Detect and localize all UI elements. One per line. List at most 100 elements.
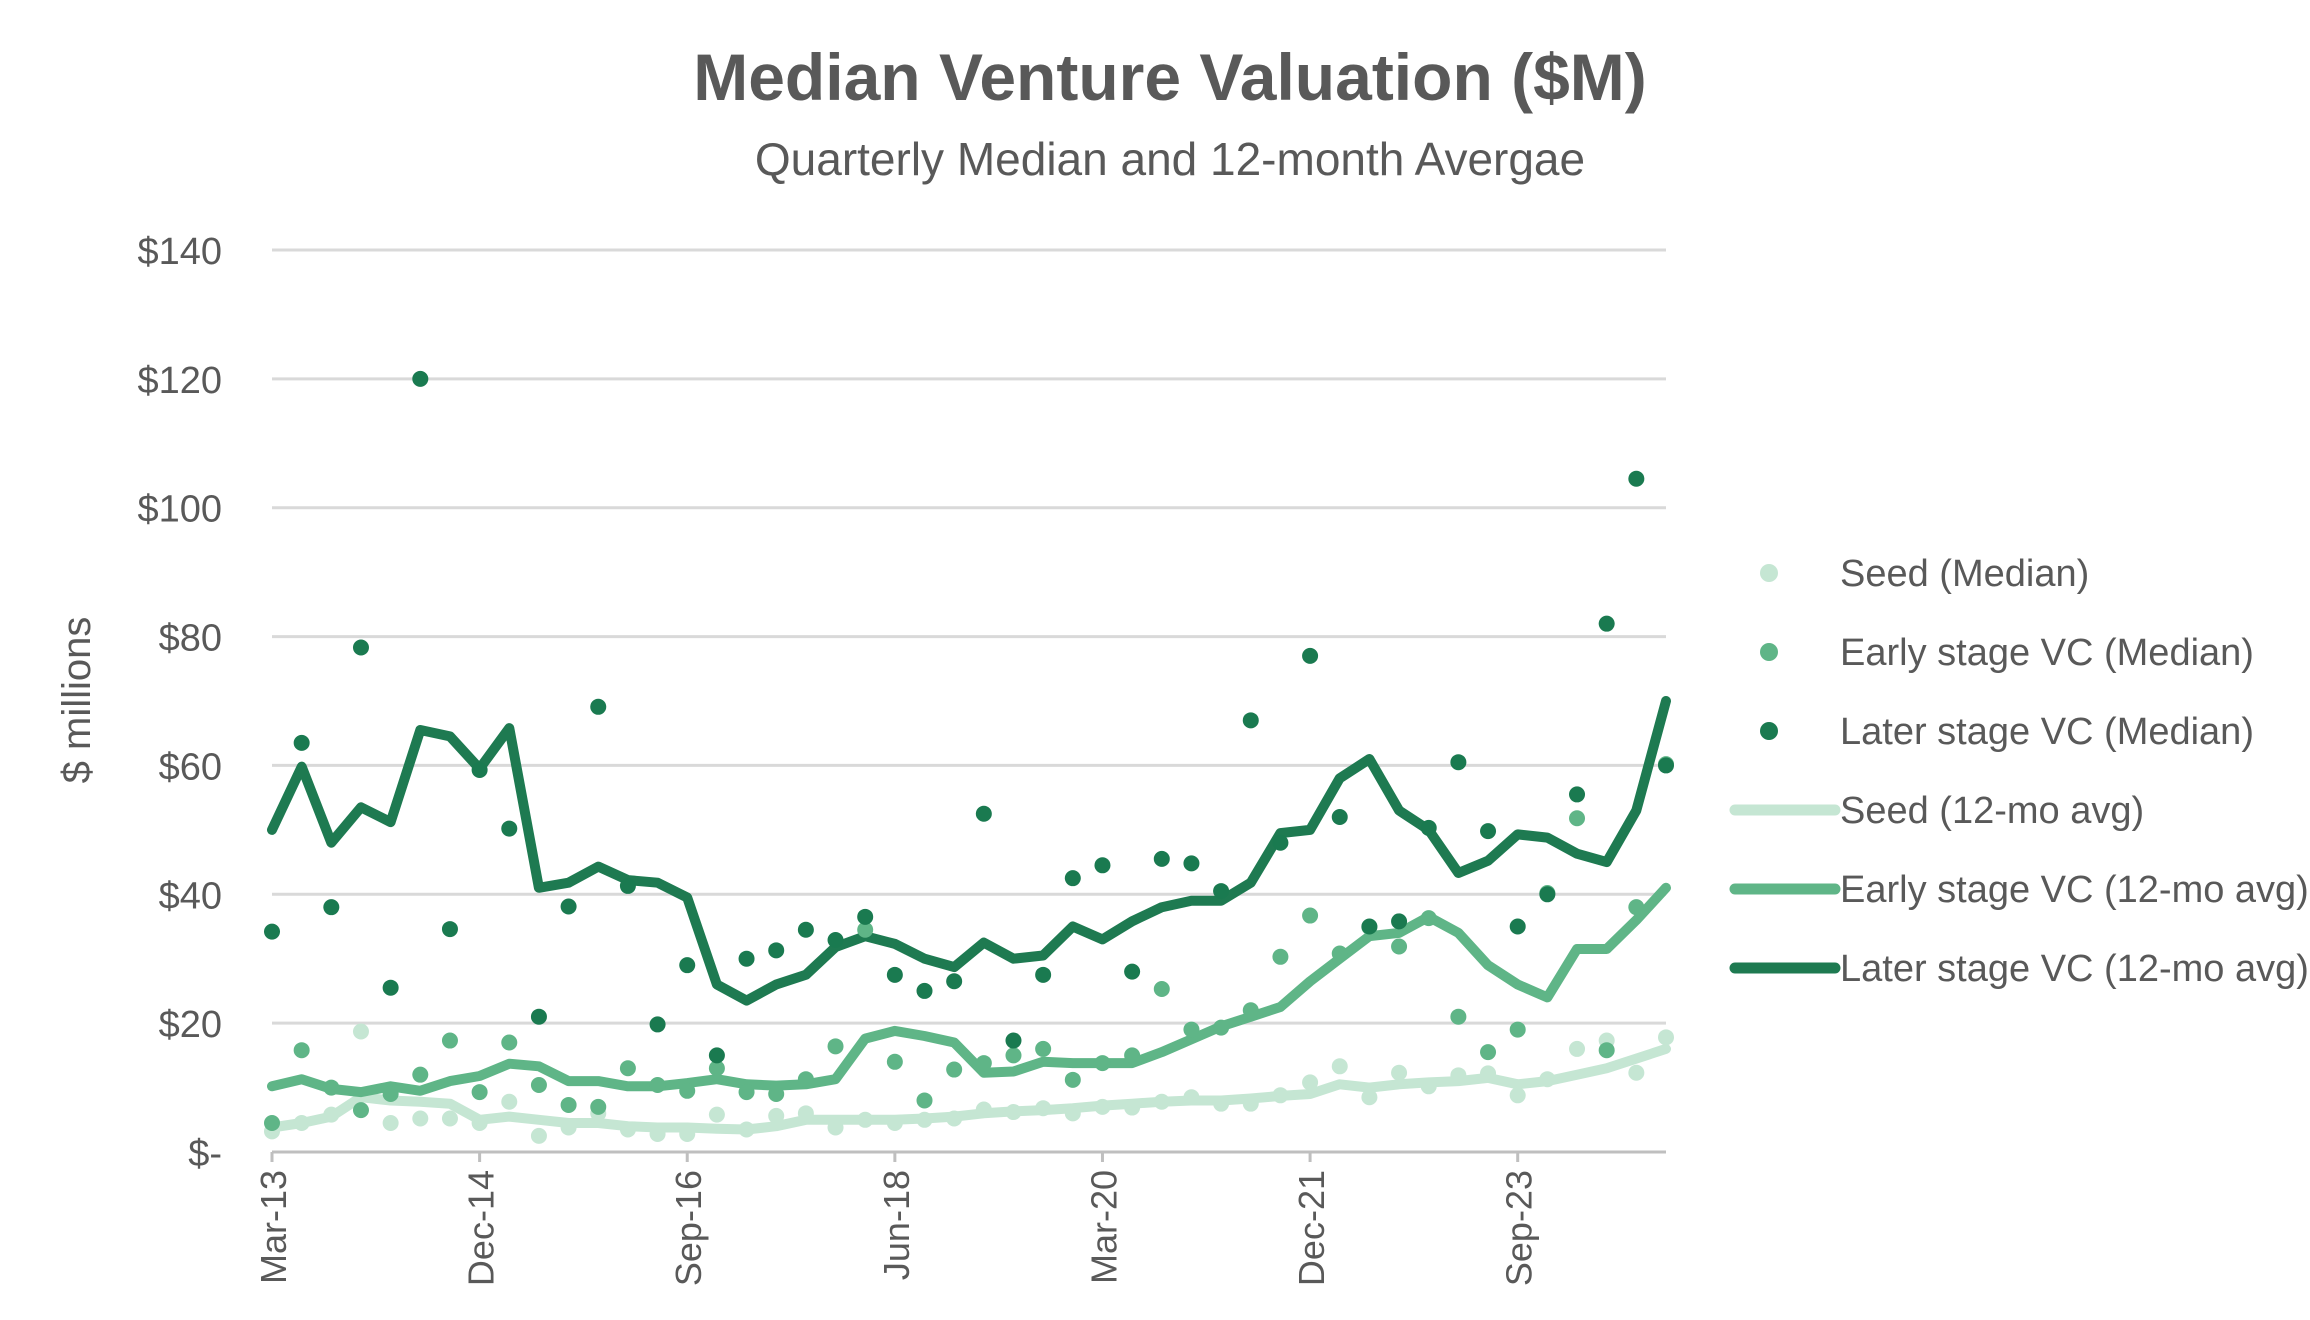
data-point [1035,1040,1052,1057]
data-point [679,1125,696,1142]
data-point [857,921,874,938]
data-point [1035,966,1052,983]
data-point [738,1121,755,1138]
data-point [1628,470,1645,487]
data-point [797,1105,814,1122]
y-tick-label: $40 [159,875,222,917]
data-point [382,1115,399,1132]
data-point [1064,1071,1081,1088]
data-point [323,899,340,916]
data-point [530,1127,547,1144]
data-point [1064,1105,1081,1122]
data-point [1598,1042,1615,1059]
data-point [827,1038,844,1055]
data-point [382,1086,399,1103]
data-point [412,1066,429,1083]
data-point [264,1115,280,1132]
data-point [1272,1087,1289,1104]
data-point [1183,855,1200,872]
data-point [590,698,607,715]
y-tick-label: $- [188,1133,222,1175]
data-point [886,1053,903,1070]
data-point [1450,754,1467,771]
data-point [293,734,310,751]
data-point [1242,712,1259,729]
data-point [619,1060,636,1077]
data-point [1213,1095,1230,1112]
data-point [797,1071,814,1088]
data-point [1480,823,1497,840]
x-tick-label: Mar-13 [253,1170,294,1284]
data-point [1272,834,1289,851]
data-point [1658,757,1674,774]
data-point [1628,1064,1645,1081]
data-point [1064,870,1081,887]
legend-marker [1760,564,1778,582]
data-point [293,1115,310,1132]
data-point [916,982,933,999]
data-point [1183,1089,1200,1106]
series-layer [264,370,1674,1144]
data-point [946,1061,963,1078]
x-tick-label: Dec-21 [1291,1170,1332,1286]
data-point [1153,1093,1170,1110]
data-point [441,921,458,938]
data-point [382,979,399,996]
data-point [412,1110,429,1127]
series-line [267,882,1671,1098]
data-point [975,1101,992,1118]
data-point [471,1084,488,1101]
y-tick-label: $100 [137,489,222,531]
data-point [323,1106,340,1123]
data-point [1391,938,1408,955]
legend-label: Seed (Median) [1840,553,2089,595]
data-point [530,1076,547,1093]
data-point [946,973,963,990]
chart-subtitle: Quarterly Median and 12-month Avergae [755,133,1585,185]
x-tick-label: Dec-14 [461,1170,502,1286]
data-point [768,942,785,959]
data-point [412,370,429,387]
x-tick-label: Sep-16 [668,1170,709,1286]
data-point [1331,808,1348,825]
data-point [471,761,488,778]
data-point [1242,1002,1259,1019]
data-point [768,1107,785,1124]
data-point [501,820,518,837]
legend-marker [1760,643,1778,661]
y-tick-label: $60 [159,746,222,788]
legend: Seed (Median) Early stage VC (Median) Late… [1729,553,2309,990]
data-point [560,898,577,915]
data-point [323,1079,340,1096]
data-point [1509,918,1526,935]
x-tick-label: Sep-23 [1499,1170,1540,1286]
data-point [1509,1021,1526,1038]
data-point [1094,1098,1111,1115]
y-tick-label: $20 [159,1004,222,1046]
data-point [441,1032,458,1049]
x-tick-label: Mar-20 [1083,1170,1124,1284]
data-point [1272,948,1289,965]
data-point [708,1106,725,1123]
data-point [1420,910,1437,927]
data-point [708,1060,725,1077]
data-point [619,1121,636,1138]
data-point [1569,810,1586,827]
data-point [1391,1064,1408,1081]
data-point [1331,1058,1348,1075]
data-point [1005,1032,1022,1049]
data-point [1480,1044,1497,1061]
data-point [679,957,696,974]
data-point [1124,963,1141,980]
data-point [708,1047,725,1064]
data-point [1035,1100,1052,1117]
data-point [530,1008,547,1025]
data-point [352,1023,369,1040]
x-tick-label: Jun-18 [876,1170,917,1280]
data-point [1658,1029,1674,1046]
data-point [1480,1065,1497,1082]
y-tick-label: $140 [137,231,222,273]
data-point [649,1125,666,1142]
data-point [827,1119,844,1136]
